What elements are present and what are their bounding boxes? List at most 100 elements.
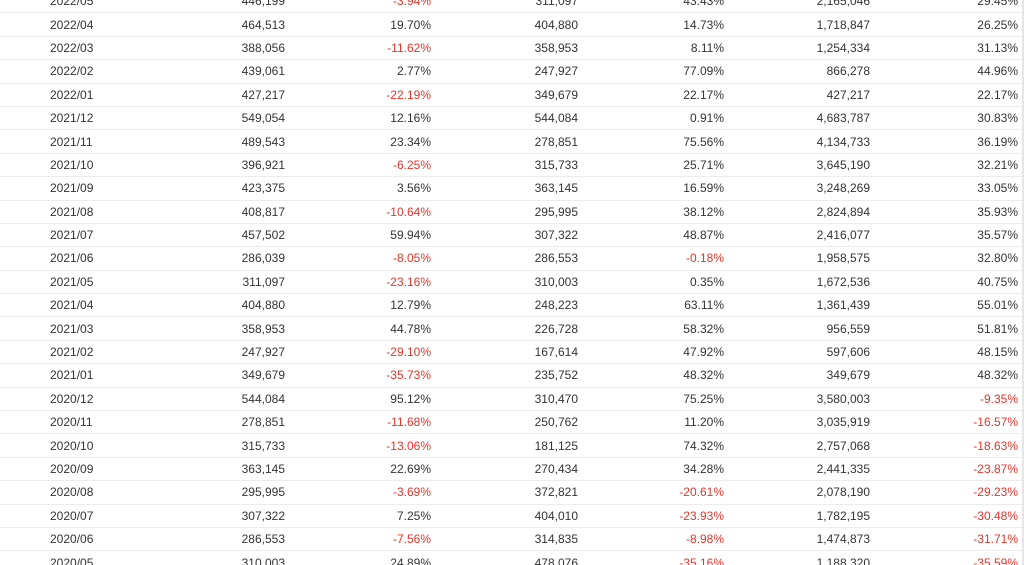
table-row[interactable]: 2020/08 295,995 -3.69% 372,821 -20.61% 2,078,… [0,480,1022,505]
cell-cumulative: 2,824,894 [724,200,870,224]
table-row[interactable]: 2022/04 464,513 19.70% 404,880 14.73% 1,718,8… [0,12,1022,37]
cell-month: 2021/12 [0,106,150,131]
cell-month: 2021/04 [0,293,150,318]
table-row[interactable]: 2021/06 286,039 -8.05% 286,553 -0.18% 1,958,5… [0,246,1022,271]
table-row[interactable]: 2020/07 307,322 7.25% 404,010 -23.93% 1,782,1… [0,504,1022,528]
cell-value-2: 349,679 [431,83,578,107]
cell-cumulative: 4,683,787 [724,106,870,131]
cell-value-1: 549,054 [150,106,285,131]
table-row[interactable]: 2021/12 549,054 12.16% 544,084 0.91% 4,683,78… [0,106,1022,131]
table-row[interactable]: 2020/09 363,145 22.69% 270,434 34.28% 2,441,3… [0,457,1022,482]
cell-change-1: -7.56% [285,527,431,552]
table-row[interactable]: 2021/01 349,679 -35.73% 235,752 48.32% 349,67… [0,363,1022,388]
table-row[interactable]: 2021/07 457,502 59.94% 307,322 48.87% 2,416,0… [0,223,1022,248]
cell-value-2: 310,470 [431,387,578,412]
cell-change-1: -23.16% [285,270,431,295]
cell-cumulative-change: 32.80% [870,246,1022,271]
cell-cumulative-change: -31.71% [870,527,1022,552]
cell-value-2: 311,097 [431,0,578,14]
table-row[interactable]: 2022/02 439,061 2.77% 247,927 77.09% 866,278 4… [0,59,1022,84]
cell-change-2: -8.98% [578,527,724,552]
cell-month: 2022/01 [0,83,150,107]
cell-cumulative-change: -18.63% [870,433,1022,458]
table-row[interactable]: 2020/05 310,003 24.89% 478,076 -35.16% 1,188,… [0,550,1022,565]
cell-cumulative-change: 40.75% [870,270,1022,295]
table-row[interactable]: 2022/03 388,056 -11.62% 358,953 8.11% 1,254,3… [0,36,1022,61]
cell-change-2: 38.12% [578,200,724,224]
cell-month: 2022/05 [0,0,150,14]
cell-cumulative: 1,672,536 [724,270,870,295]
cell-cumulative-change: -23.87% [870,457,1022,482]
cell-change-1: 12.79% [285,293,431,318]
cell-cumulative-change: 30.83% [870,106,1022,131]
cell-month: 2021/07 [0,223,150,248]
table-row[interactable]: 2022/01 427,217 -22.19% 349,679 22.17% 427,21… [0,83,1022,107]
table-row[interactable]: 2020/06 286,553 -7.56% 314,835 -8.98% 1,474,8… [0,527,1022,552]
cell-change-1: -13.06% [285,433,431,458]
table-row[interactable]: 2021/05 311,097 -23.16% 310,003 0.35% 1,672,5… [0,270,1022,295]
cell-change-2: 75.56% [578,129,724,154]
cell-value-1: 396,921 [150,153,285,178]
cell-value-2: 307,322 [431,223,578,248]
cell-change-1: -29.10% [285,340,431,365]
cell-cumulative-change: -16.57% [870,410,1022,435]
cell-change-1: -6.25% [285,153,431,178]
cell-month: 2021/03 [0,316,150,341]
cell-month: 2021/01 [0,363,150,388]
table-row[interactable]: 2020/11 278,851 -11.68% 250,762 11.20% 3,035,… [0,410,1022,435]
cell-value-2: 544,084 [431,106,578,131]
cell-cumulative-change: -35.59% [870,550,1022,565]
table-row[interactable]: 2021/11 489,543 23.34% 278,851 75.56% 4,134,7… [0,129,1022,154]
cell-cumulative: 349,679 [724,363,870,388]
cell-change-1: 2.77% [285,59,431,84]
cell-change-2: 58.32% [578,316,724,341]
cell-cumulative-change: 55.01% [870,293,1022,318]
cell-cumulative-change: 48.15% [870,340,1022,365]
cell-cumulative: 1,254,334 [724,36,870,61]
table-row[interactable]: 2021/08 408,817 -10.64% 295,995 38.12% 2,824,… [0,200,1022,224]
cell-change-1: 59.94% [285,223,431,248]
cell-value-2: 235,752 [431,363,578,388]
cell-change-1: -11.62% [285,36,431,61]
cell-change-1: -11.68% [285,410,431,435]
cell-cumulative: 427,217 [724,83,870,107]
table-row[interactable]: 2021/04 404,880 12.79% 248,223 63.11% 1,361,4… [0,293,1022,318]
cell-change-1: 3.56% [285,176,431,201]
cell-cumulative: 1,958,575 [724,246,870,271]
cell-change-1: -3.94% [285,0,431,14]
cell-value-1: 446,199 [150,0,285,14]
table-row[interactable]: 2021/10 396,921 -6.25% 315,733 25.71% 3,645,1… [0,153,1022,178]
cell-cumulative: 1,782,195 [724,504,870,528]
cell-month: 2020/06 [0,527,150,552]
cell-value-1: 423,375 [150,176,285,201]
cell-cumulative: 597,606 [724,340,870,365]
cell-value-2: 278,851 [431,129,578,154]
table-row[interactable]: 2021/09 423,375 3.56% 363,145 16.59% 3,248,26… [0,176,1022,201]
cell-change-2: 25.71% [578,153,724,178]
cell-change-2: 63.11% [578,293,724,318]
cell-month: 2020/11 [0,410,150,435]
cell-value-1: 439,061 [150,59,285,84]
cell-cumulative-change: 36.19% [870,129,1022,154]
cell-change-2: 0.35% [578,270,724,295]
table-row[interactable]: 2021/02 247,927 -29.10% 167,614 47.92% 597,60… [0,340,1022,365]
cell-month: 2020/09 [0,457,150,482]
cell-value-2: 226,728 [431,316,578,341]
table-row[interactable]: 2021/03 358,953 44.78% 226,728 58.32% 956,559… [0,316,1022,341]
table-row[interactable]: 2020/12 544,084 95.12% 310,470 75.25% 3,580,0… [0,387,1022,412]
cell-change-2: 77.09% [578,59,724,84]
cell-value-2: 314,835 [431,527,578,552]
cell-value-2: 167,614 [431,340,578,365]
cell-cumulative-change: 22.17% [870,83,1022,107]
cell-value-2: 247,927 [431,59,578,84]
cell-value-2: 181,125 [431,433,578,458]
cell-change-2: 22.17% [578,83,724,107]
table-row[interactable]: 2020/10 315,733 -13.06% 181,125 74.32% 2,757,… [0,433,1022,458]
table-row[interactable]: 2022/05 446,199 -3.94% 311,097 43.43% 2,165,0… [0,0,1022,14]
cell-cumulative-change: -30.48% [870,504,1022,528]
cell-value-1: 311,097 [150,270,285,295]
cell-change-1: 44.78% [285,316,431,341]
cell-cumulative: 866,278 [724,59,870,84]
scrollbar-track[interactable] [1022,0,1024,565]
